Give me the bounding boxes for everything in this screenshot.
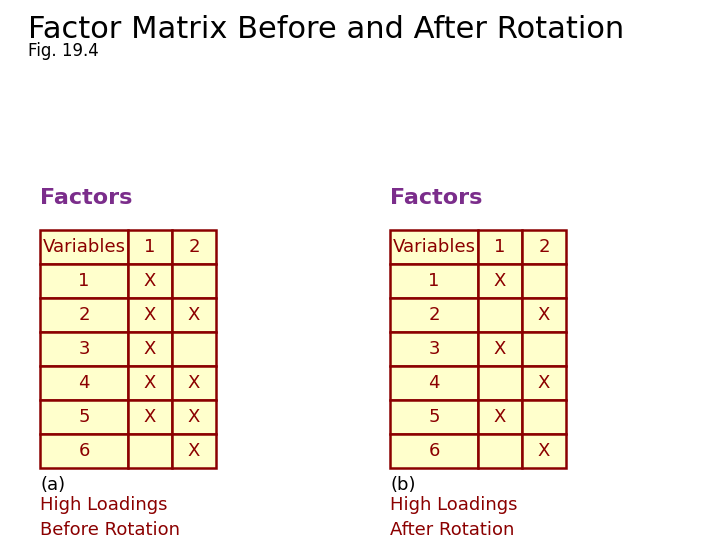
Text: 1: 1 bbox=[428, 272, 440, 290]
Text: X: X bbox=[494, 408, 506, 426]
Text: X: X bbox=[494, 272, 506, 290]
Bar bbox=[522, 434, 566, 468]
Bar bbox=[40, 366, 128, 400]
Text: X: X bbox=[144, 340, 156, 358]
Text: Factors: Factors bbox=[40, 188, 132, 208]
Bar bbox=[128, 366, 172, 400]
Text: 2: 2 bbox=[78, 306, 90, 324]
Text: (a): (a) bbox=[40, 476, 65, 494]
Bar bbox=[40, 400, 128, 434]
Bar bbox=[522, 298, 566, 332]
Bar bbox=[390, 366, 478, 400]
Bar bbox=[40, 264, 128, 298]
Text: X: X bbox=[538, 442, 550, 460]
Bar bbox=[128, 400, 172, 434]
Text: 3: 3 bbox=[428, 340, 440, 358]
Text: High Loadings
After Rotation: High Loadings After Rotation bbox=[390, 496, 518, 539]
Bar bbox=[478, 298, 522, 332]
Bar bbox=[128, 264, 172, 298]
Text: 3: 3 bbox=[78, 340, 90, 358]
Bar bbox=[172, 400, 216, 434]
Bar bbox=[172, 230, 216, 264]
Bar bbox=[128, 332, 172, 366]
Text: 1: 1 bbox=[144, 238, 156, 256]
Bar bbox=[128, 298, 172, 332]
Bar bbox=[172, 434, 216, 468]
Text: X: X bbox=[538, 306, 550, 324]
Text: X: X bbox=[188, 306, 200, 324]
Text: X: X bbox=[494, 340, 506, 358]
Bar bbox=[128, 230, 172, 264]
Bar bbox=[478, 230, 522, 264]
Bar bbox=[390, 400, 478, 434]
Text: 2: 2 bbox=[188, 238, 199, 256]
Text: X: X bbox=[538, 374, 550, 392]
Text: 2: 2 bbox=[539, 238, 550, 256]
Text: Variables: Variables bbox=[42, 238, 125, 256]
Text: 1: 1 bbox=[495, 238, 505, 256]
Bar bbox=[390, 298, 478, 332]
Text: 5: 5 bbox=[78, 408, 90, 426]
Bar bbox=[478, 332, 522, 366]
Text: X: X bbox=[188, 408, 200, 426]
Bar bbox=[172, 366, 216, 400]
Bar bbox=[390, 230, 478, 264]
Text: Factors: Factors bbox=[390, 188, 482, 208]
Bar bbox=[478, 264, 522, 298]
Bar bbox=[40, 298, 128, 332]
Bar bbox=[522, 400, 566, 434]
Bar bbox=[522, 332, 566, 366]
Text: Fig. 19.4: Fig. 19.4 bbox=[28, 42, 99, 60]
Text: X: X bbox=[144, 272, 156, 290]
Text: 2: 2 bbox=[428, 306, 440, 324]
Text: X: X bbox=[188, 374, 200, 392]
Text: 5: 5 bbox=[428, 408, 440, 426]
Bar bbox=[172, 332, 216, 366]
Text: 1: 1 bbox=[78, 272, 90, 290]
Text: (b): (b) bbox=[390, 476, 415, 494]
Text: 4: 4 bbox=[428, 374, 440, 392]
Text: 4: 4 bbox=[78, 374, 90, 392]
Bar bbox=[522, 230, 566, 264]
Bar bbox=[172, 298, 216, 332]
Bar bbox=[390, 332, 478, 366]
Text: 6: 6 bbox=[78, 442, 90, 460]
Text: X: X bbox=[144, 374, 156, 392]
Text: Variables: Variables bbox=[392, 238, 475, 256]
Bar bbox=[390, 434, 478, 468]
Text: 6: 6 bbox=[428, 442, 440, 460]
Text: X: X bbox=[188, 442, 200, 460]
Bar bbox=[478, 366, 522, 400]
Text: X: X bbox=[144, 408, 156, 426]
Bar bbox=[172, 264, 216, 298]
Bar bbox=[478, 400, 522, 434]
Bar bbox=[390, 264, 478, 298]
Bar bbox=[40, 332, 128, 366]
Bar bbox=[40, 434, 128, 468]
Text: X: X bbox=[144, 306, 156, 324]
Bar bbox=[522, 366, 566, 400]
Bar bbox=[40, 230, 128, 264]
Bar bbox=[128, 434, 172, 468]
Bar bbox=[478, 434, 522, 468]
Text: High Loadings
Before Rotation: High Loadings Before Rotation bbox=[40, 496, 180, 539]
Bar bbox=[522, 264, 566, 298]
Text: Factor Matrix Before and After Rotation: Factor Matrix Before and After Rotation bbox=[28, 15, 624, 44]
